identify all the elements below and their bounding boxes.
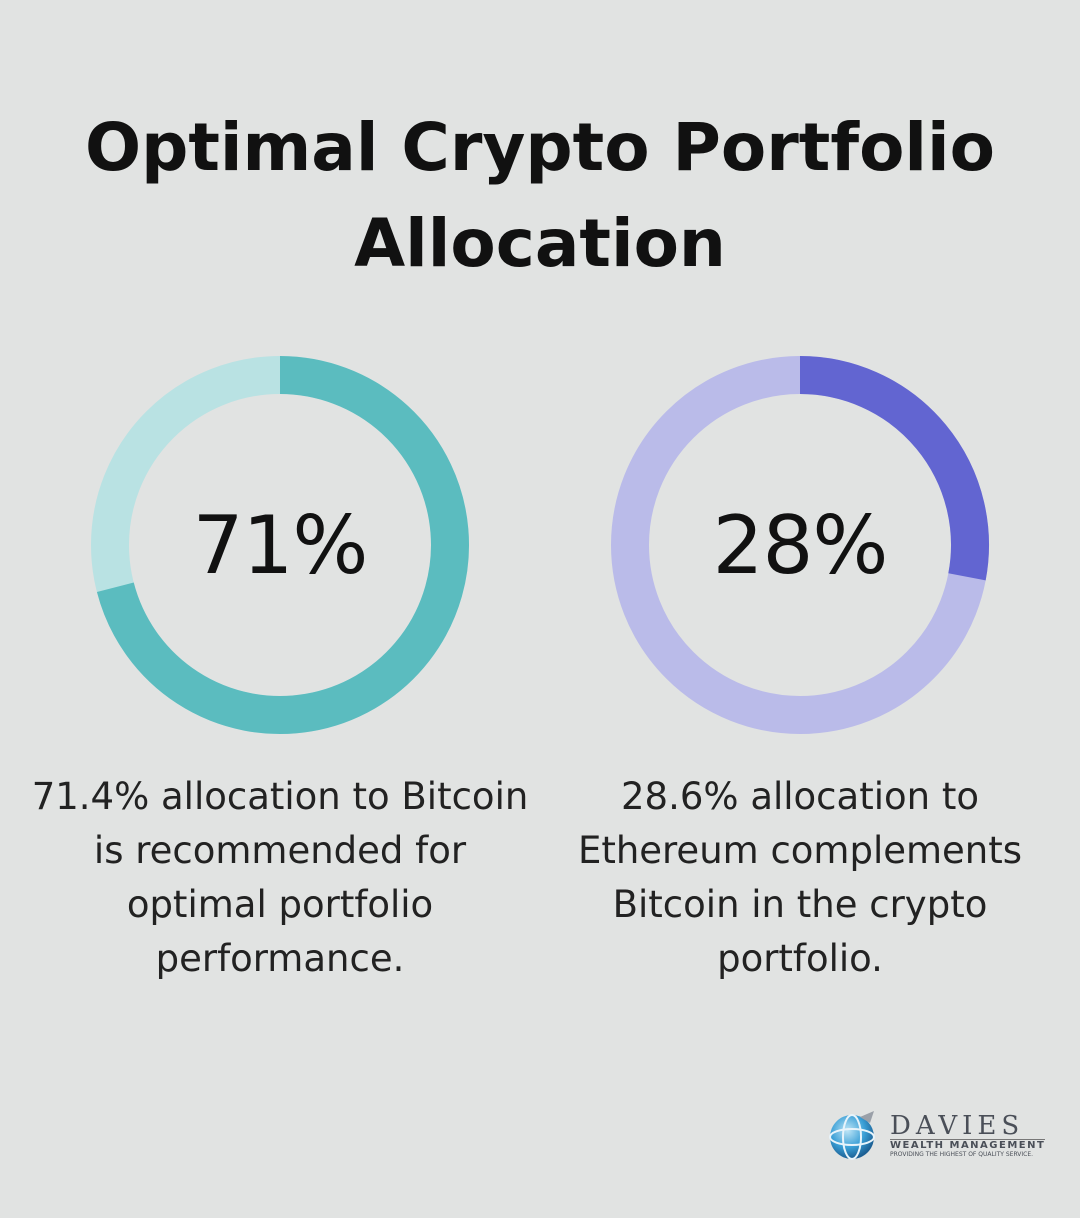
chart-title: Optimal Crypto Portfolio Allocation [84, 109, 995, 282]
donut-svg-bitcoin [91, 356, 469, 734]
company-logo: DAVIES WEALTH MANAGEMENT PROVIDING THE H… [826, 1105, 1046, 1165]
donut-arc-bitcoin [96, 356, 469, 734]
donut-value-label-bitcoin: 71% [192, 498, 369, 592]
donut-arc-ethereum [799, 356, 989, 581]
donut-svg-ethereum [611, 356, 989, 734]
donut-chart-ethereum: 28% [610, 355, 990, 735]
logo-subtitle: WEALTH MANAGEMENT [890, 1138, 1046, 1151]
donut-chart-bitcoin: 71% [90, 355, 470, 735]
donut-value-label-ethereum: 28% [712, 498, 889, 592]
logo-name: DAVIES [890, 1110, 1025, 1141]
caption-bitcoin: 71.4% allocation to Bitcoin is recommend… [31, 775, 529, 980]
logo-tagline: PROVIDING THE HIGHEST OF QUALITY SERVICE… [890, 1150, 1034, 1158]
caption-ethereum: 28.6% allocation to Ethereum complements… [577, 775, 1023, 980]
globe-icon [829, 1111, 875, 1160]
